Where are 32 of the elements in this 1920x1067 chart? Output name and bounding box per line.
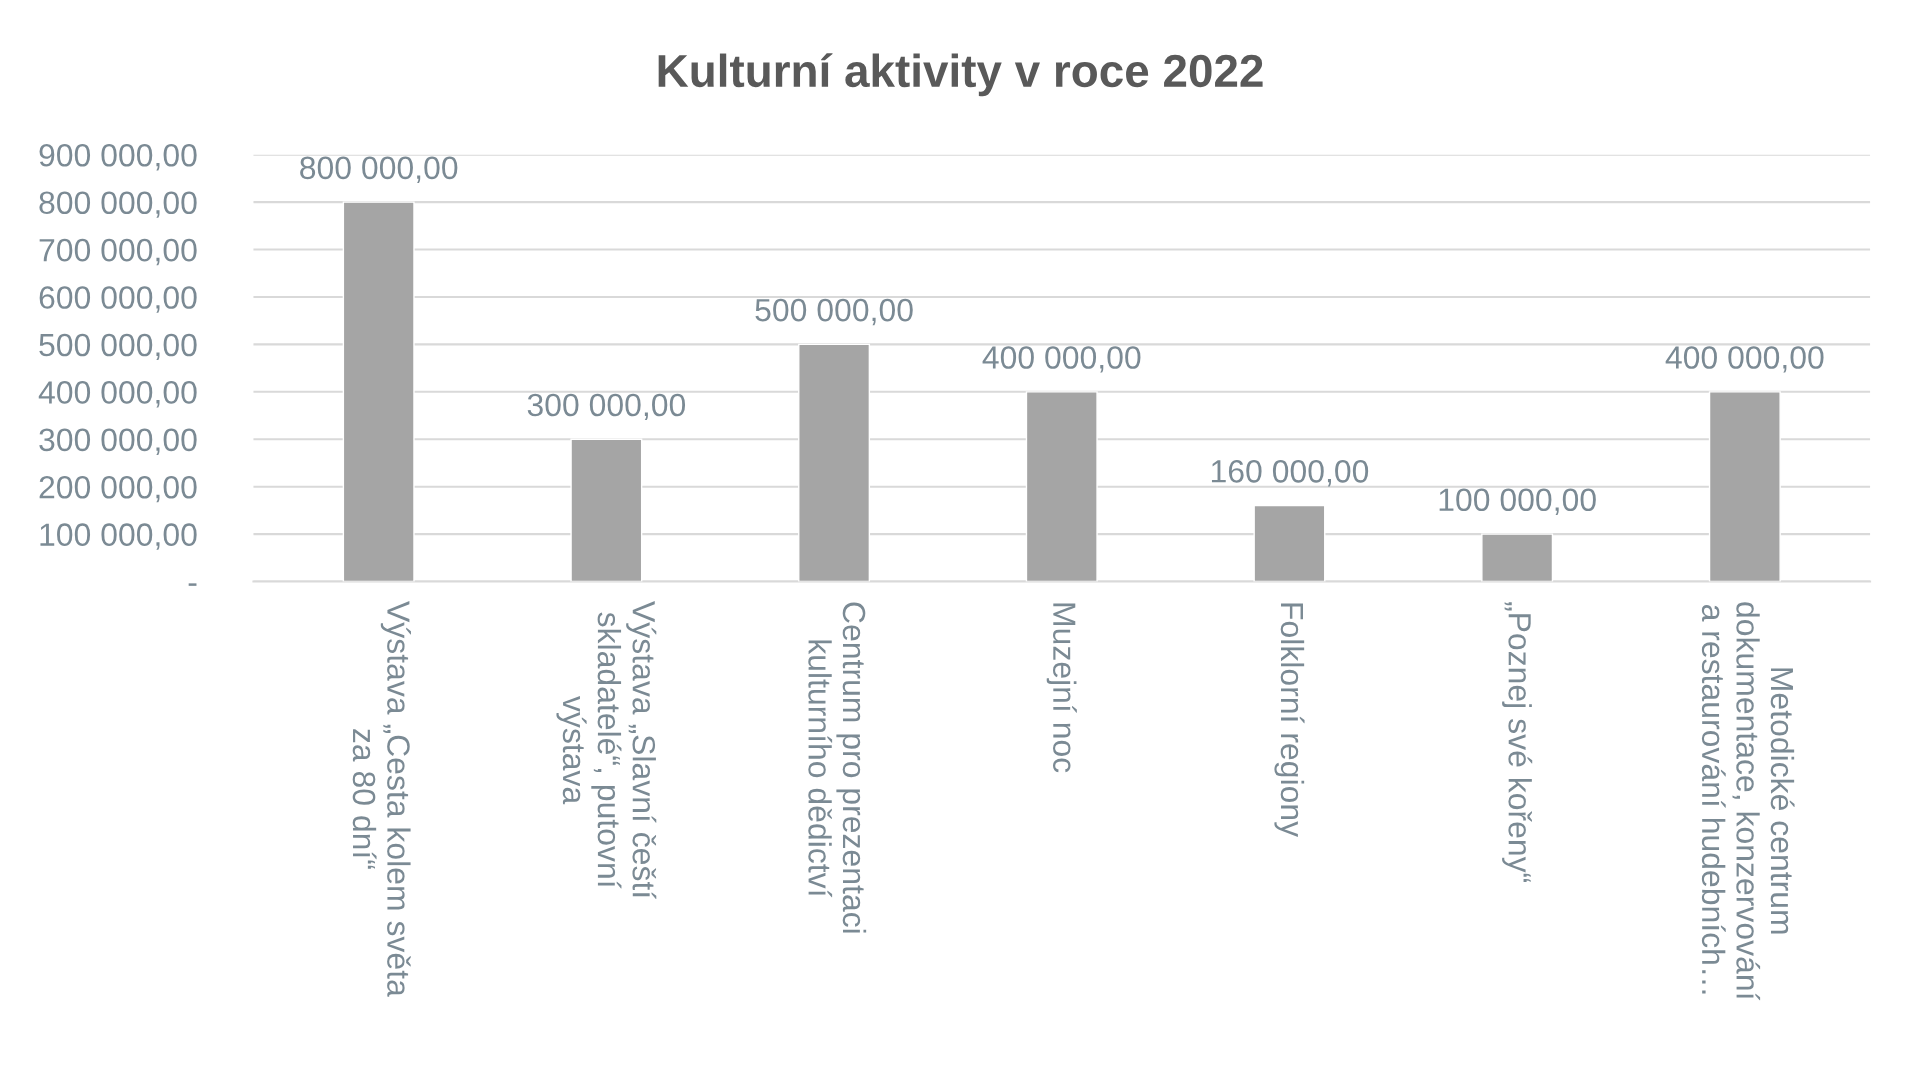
data-label: 800 000,00 [300,156,458,183]
bar [1708,391,1781,582]
data-label: 400 000,00 [1665,346,1824,373]
data-label: 500 000,00 [755,298,913,326]
y-tick-label: 700 000,00 [39,238,197,266]
y-tick-label: 800 000,00 [39,191,197,218]
x-tick-label: Výstava „Cesta kolem světa za 80 dní“ [352,601,411,997]
x-tick-label: Folklorní regiony [1274,603,1305,838]
data-label: 300 000,00 [527,393,686,421]
x-tick-label: Výstava „Slavní čeští skladatelé“, putovní výstava [556,601,657,900]
y-tick-label: 200 000,00 [39,475,197,503]
bar [798,343,871,582]
x-tick-label: Centrum pro prezentaci kulturního dědictví [808,602,867,933]
y-tick-label: 400 000,00 [38,381,197,408]
bar [342,201,415,582]
y-tick-label: 600 000,00 [39,286,197,313]
data-label: 400 000,00 [982,346,1141,373]
y-tick-label: 100 000,00 [40,523,197,550]
y-tick-label: 900 000,00 [39,143,197,171]
data-label: 160 000,00 [1211,460,1369,487]
x-tick-label: „Poznej své kořeny“ [1502,602,1533,883]
bar [1253,504,1326,582]
data-label: 100 000,00 [1439,488,1596,515]
chart-title: Kulturní aktivity v roce 2022 [658,53,1263,97]
bar [1481,533,1554,582]
x-tick-label: Metodické centrum dokumentace, konzervování a restaurování hudebních… [1701,602,1795,1001]
x-tick-label: Muzejní noc [1046,603,1077,773]
y-tick-label: - [188,583,197,586]
y-tick-label: 500 000,00 [39,333,197,361]
bar [1025,391,1098,582]
bar [570,438,643,582]
y-tick-label: 300 000,00 [39,428,197,455]
